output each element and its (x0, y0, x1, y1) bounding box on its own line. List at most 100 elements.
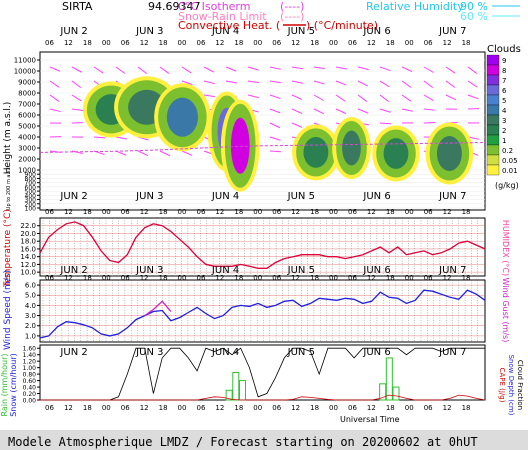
precip-ytick-label: 0.80 (23, 372, 37, 379)
wind-arrow (467, 66, 478, 74)
cloud-mass-core (342, 130, 361, 166)
top-hour-tick-label: 12 (64, 39, 73, 47)
mid1-hour-tick-label: 00 (405, 208, 414, 216)
top-hour-tick-label: 00 (253, 39, 262, 47)
mid2-day-label: JUN 6 (362, 265, 390, 276)
top-hour-tick-label: 06 (196, 39, 205, 47)
mid1-hour-tick-label: 12 (215, 208, 224, 216)
mid1-hour-tick-label: 06 (196, 208, 205, 216)
wind-arrow (291, 108, 303, 114)
wind-arrow (313, 94, 324, 101)
wind-arrow (379, 122, 392, 125)
colorbar: 9 8 7 6 5 4 3 2 1 0.2 0.05 0.01 (486, 54, 518, 176)
low-hour-tick-label: 06 (424, 404, 433, 412)
wind-arrow (115, 150, 127, 156)
top-hour-tick-label: 12 (140, 39, 149, 47)
colorbar-swatch (486, 74, 500, 86)
precip-panel: 1.601.401.201.000.800.600.400.200.00 (23, 344, 486, 405)
precip-ytick-label: 1.40 (23, 352, 37, 359)
wind-arrow (247, 66, 259, 71)
mid2-hour-tick-label: 18 (386, 274, 395, 282)
mid1-day-label: JUN 5 (287, 191, 315, 202)
precip-ytick-label: 1.00 (23, 365, 37, 372)
humidex-ylabel: HUMIDEX (°C) (501, 220, 510, 276)
station-value: 94.69347 (148, 0, 201, 13)
snow-ylabel: Snow (cm/hour) (9, 353, 18, 417)
rain-bar (392, 386, 400, 401)
cloud-ytick-label: 3000 (18, 145, 36, 153)
low-hour-tick-label: 18 (159, 404, 168, 412)
colorbar-label: 6 (502, 87, 507, 95)
wind-arrow (401, 66, 413, 73)
cloud-ytick-label: 5000 (18, 123, 36, 131)
colorbar-label: 0.01 (502, 167, 518, 175)
colorbar-label: 7 (502, 77, 506, 85)
colorbar-swatch (486, 144, 500, 156)
low-hour-tick-label: 06 (272, 404, 281, 412)
x-axis-label: Universal Time (340, 415, 400, 424)
top-hour-tick-label: 06 (424, 39, 433, 47)
colorbar-label: 0.2 (502, 147, 513, 155)
temperature-ytick-label: 10.0 (20, 269, 36, 277)
wind-arrow (115, 66, 126, 74)
wind-arrow (467, 136, 479, 140)
mid2-hour-tick-label: 06 (424, 274, 433, 282)
top-hour-tick-label: 18 (234, 39, 243, 47)
wind-arrow (247, 80, 259, 84)
precip-ytick-label: 0.60 (23, 378, 37, 385)
temperature-ytick-label: 20.0 (20, 230, 36, 238)
wind-arrow (159, 66, 170, 74)
colorbar-unit: (g/kg) (495, 181, 519, 190)
wind-arrow (423, 66, 434, 73)
time-axes: JUN 2 JUN 3 JUN 4 JUN 5 JUN 6 JUN 7 06 12 18 00 06… (45, 26, 471, 412)
rain-bar (385, 357, 393, 401)
wind-plot-frame (39, 279, 486, 343)
top-hour-tick-label: 12 (291, 39, 300, 47)
wind-arrow (93, 136, 106, 139)
gust-ylabel: Wind Gust (m/s) (501, 278, 510, 343)
cloud-fraction-line (40, 347, 485, 401)
wind-panel: 6.0 5.0 4.0 3.0 2.0 1.0 (25, 279, 486, 343)
cloud-ytick-label: 200 (25, 201, 37, 208)
rh-legend-60: 60 % (460, 10, 488, 23)
wind-arrow (357, 80, 368, 87)
mid2-hour-tick-label: 00 (178, 274, 187, 282)
mid2-hour-tick-label: 06 (272, 274, 281, 282)
wind-arrow (137, 66, 148, 75)
top-hour-tick-label: 12 (443, 39, 452, 47)
wind-arrow (423, 80, 434, 89)
top-hour-tick-label: 06 (348, 39, 357, 47)
colorbar-swatch (486, 64, 500, 76)
wind-arrow (225, 66, 237, 72)
top-hour-tick-label: 12 (367, 39, 376, 47)
snow-depth-ylabel: Snow Depth (cm) (507, 355, 515, 416)
mid2-hour-tick-label: 00 (329, 274, 338, 282)
rain-bar (379, 383, 387, 401)
wind-arrow (313, 108, 325, 115)
cloud-ytick-label: 4000 (18, 134, 36, 142)
precip-ytick-label: 0.20 (23, 391, 37, 398)
colorbar-swatch (486, 124, 500, 136)
low-hour-tick-label: 12 (64, 404, 73, 412)
wind-arrow (379, 108, 391, 113)
mid1-hour-tick-label: 00 (102, 208, 111, 216)
temperature-ytick-label: 16.0 (20, 245, 36, 253)
temperature-ytick-label: 14.0 (20, 253, 36, 261)
cloud-ytick-label: 1000 (18, 167, 36, 175)
wind-arrow (269, 66, 281, 70)
wind-arrow (291, 66, 303, 70)
mid1-day-label: JUN 4 (211, 191, 239, 202)
cloud-ytick-label: 300 (25, 197, 37, 204)
mid1-day-label: JUN 7 (438, 191, 466, 202)
low-hour-tick-label: 06 (348, 404, 357, 412)
wind-ylabel: Wind Speed (m/s) (3, 270, 13, 350)
cloud-ytick-label: 11000 (14, 57, 36, 65)
mid2-hour-tick-label: 06 (121, 274, 130, 282)
mid2-hour-tick-label: 18 (159, 274, 168, 282)
wind-arrow (445, 80, 456, 88)
top-hour-tick-label: 06 (121, 39, 130, 47)
wind-arrow (137, 150, 149, 157)
convective-legend-unit: ) (°C/minute) (306, 19, 378, 32)
top-hour-tick-label: 18 (462, 39, 471, 47)
wind-ytick-label: 3.0 (25, 312, 36, 320)
